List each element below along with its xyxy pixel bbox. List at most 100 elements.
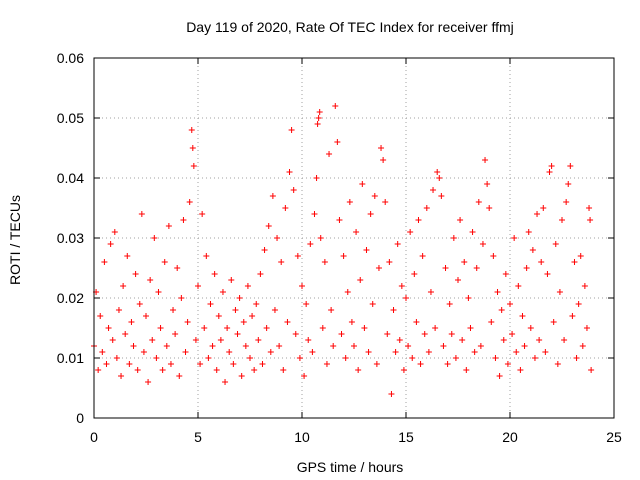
data-point xyxy=(161,259,168,265)
data-point xyxy=(538,259,545,265)
y-tick-label: 0 xyxy=(76,410,84,426)
data-point xyxy=(178,295,185,301)
data-point xyxy=(323,361,330,367)
data-point xyxy=(290,187,297,193)
data-point xyxy=(448,331,455,337)
data-point xyxy=(527,325,534,331)
data-point xyxy=(172,331,179,337)
data-point xyxy=(240,319,247,325)
data-point xyxy=(473,265,480,271)
data-point xyxy=(251,367,258,373)
data-point xyxy=(380,157,387,163)
data-point xyxy=(588,367,595,373)
data-point xyxy=(126,361,133,367)
data-point xyxy=(469,229,476,235)
data-points xyxy=(91,103,595,397)
data-point xyxy=(294,253,301,259)
data-point xyxy=(423,205,430,211)
data-point xyxy=(182,349,189,355)
data-point xyxy=(149,337,156,343)
data-point xyxy=(138,211,145,217)
data-point xyxy=(411,271,418,277)
data-point xyxy=(316,109,323,115)
data-point xyxy=(371,193,378,199)
data-point xyxy=(326,151,333,157)
data-point xyxy=(465,295,472,301)
data-point xyxy=(569,313,576,319)
data-point xyxy=(348,319,355,325)
data-point xyxy=(517,367,524,373)
data-point xyxy=(165,223,172,229)
data-point xyxy=(247,355,253,361)
data-point xyxy=(565,181,572,187)
data-point xyxy=(367,211,374,217)
data-point xyxy=(115,307,122,313)
data-point xyxy=(581,283,588,289)
data-point xyxy=(120,283,127,289)
y-tick-labels: 0 0.01 0.02 0.03 0.04 0.05 0.06 xyxy=(57,50,84,426)
data-point xyxy=(132,271,139,277)
data-point xyxy=(180,217,187,223)
data-point xyxy=(153,355,160,361)
data-point xyxy=(452,355,459,361)
data-point xyxy=(301,373,308,379)
data-point xyxy=(109,337,116,343)
data-point xyxy=(211,271,218,277)
x-tick-label: 10 xyxy=(294,429,310,445)
data-point xyxy=(479,241,486,247)
data-point xyxy=(346,199,353,205)
y-tick-label: 0.01 xyxy=(57,350,84,366)
data-point xyxy=(199,211,206,217)
data-point xyxy=(328,307,335,313)
data-point xyxy=(307,241,314,247)
data-point xyxy=(559,217,565,223)
data-point xyxy=(111,229,118,235)
data-point xyxy=(394,241,401,247)
data-point xyxy=(336,217,343,223)
data-point xyxy=(413,319,420,325)
data-point xyxy=(255,337,262,343)
data-point xyxy=(405,343,412,349)
data-point xyxy=(259,361,266,367)
data-point xyxy=(309,349,316,355)
data-point xyxy=(490,253,497,259)
data-point xyxy=(145,379,152,385)
data-point xyxy=(396,337,403,343)
data-point xyxy=(236,295,243,301)
data-point xyxy=(438,193,445,199)
data-point xyxy=(419,253,426,259)
data-point xyxy=(97,313,104,319)
data-point xyxy=(334,139,341,145)
data-point xyxy=(238,373,245,379)
x-tick-label: 15 xyxy=(398,429,414,445)
data-point xyxy=(157,325,164,331)
data-point xyxy=(107,241,114,247)
data-point xyxy=(436,175,443,181)
data-point xyxy=(403,295,409,301)
data-point xyxy=(147,277,154,283)
data-point xyxy=(488,319,495,325)
data-point xyxy=(321,259,328,265)
data-point xyxy=(463,367,470,373)
data-point xyxy=(407,229,414,235)
data-point xyxy=(457,217,464,223)
data-point xyxy=(534,211,541,217)
data-point xyxy=(143,313,149,319)
data-point xyxy=(442,265,449,271)
data-point xyxy=(195,283,201,289)
data-point xyxy=(513,349,520,355)
data-point xyxy=(261,247,268,253)
data-point xyxy=(415,217,422,223)
data-point xyxy=(344,289,351,295)
axis-ticks xyxy=(93,57,615,419)
data-point xyxy=(118,373,125,379)
data-point xyxy=(388,391,395,397)
y-axis-label: ROTI / TECUs xyxy=(7,195,23,285)
data-point xyxy=(163,343,170,349)
data-point xyxy=(579,343,586,349)
chart-title: Day 119 of 2020, Rate Of TEC Index for r… xyxy=(186,19,514,35)
data-point xyxy=(455,277,461,283)
data-point xyxy=(440,343,447,349)
data-point xyxy=(446,301,453,307)
